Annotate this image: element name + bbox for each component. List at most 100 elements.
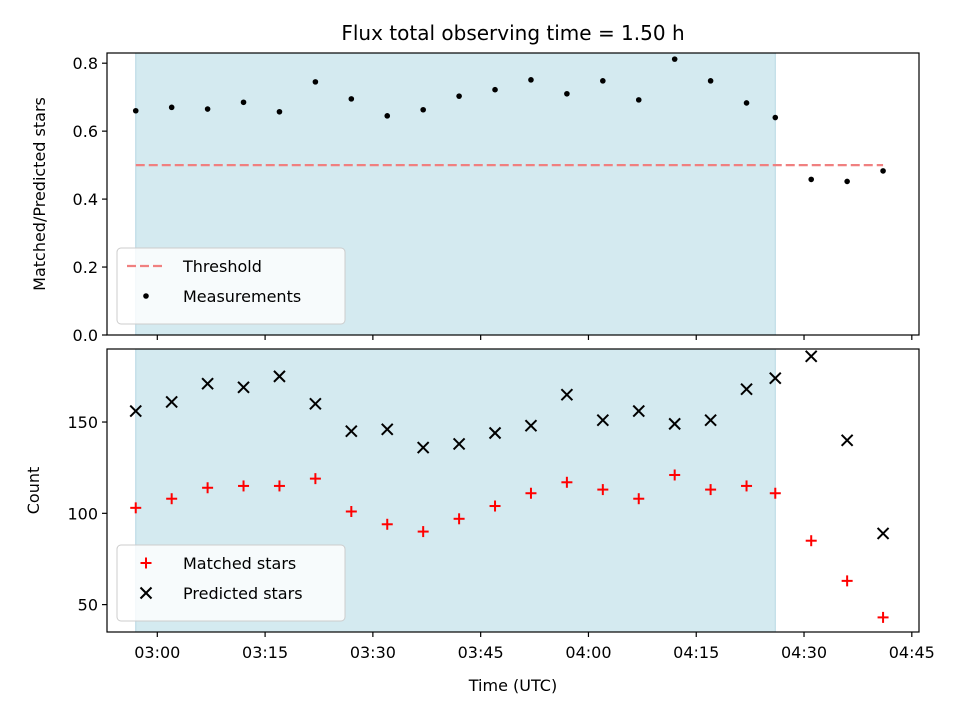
- bottom-series-0-point-12: [561, 476, 573, 488]
- bottom-ytick-label-1: 100: [67, 504, 98, 523]
- bottom-series-1-point-14-b: [632, 404, 645, 418]
- bottom-series-1-point-11: [524, 419, 538, 432]
- bottom-series-1-point-8-b: [416, 441, 430, 454]
- top-legend: Threshold Measurements: [116, 247, 346, 325]
- top-series-0-point-4: [276, 108, 283, 115]
- top-series-0-point-9: [456, 93, 462, 99]
- top-series-0-point-0: [132, 107, 139, 114]
- bottom-series-1-point-9: [452, 437, 466, 451]
- bottom-series-1-point-16: [704, 413, 717, 427]
- bottom-series-1-point-2: [201, 377, 214, 390]
- top-panel: 0.0 0.2 0.4 0.6 0.8 Matched/Predicted stars Th…: [30, 52, 920, 345]
- bottom-series-1-point-4-b: [273, 370, 286, 383]
- top-series-0-point-18: [772, 114, 779, 121]
- bottom-series-1-point-12-b: [560, 388, 574, 401]
- bottom-series-1-point-0: [129, 404, 142, 418]
- top-ytick-label-0: 0.0: [73, 326, 98, 345]
- bottom-series-1-point-17-b: [740, 382, 753, 396]
- bottom-series-1-point-13: [596, 413, 610, 427]
- top-legend-swatch-1: [143, 293, 149, 299]
- bottom-series-0-point-6: [345, 505, 357, 517]
- bottom-series-1-point-17: [740, 382, 753, 396]
- bottom-axes-frame: [106, 348, 920, 633]
- bottom-series-1-point-8: [416, 441, 430, 454]
- bottom-series-0-point-3: [238, 480, 250, 492]
- bottom-series-1-point-4: [273, 370, 286, 383]
- bottom-series-1-point-11-b: [524, 419, 538, 432]
- bottom-series-1-point-18: [769, 372, 782, 385]
- top-series-0-point-12: [564, 90, 570, 97]
- top-series-0-point-10: [492, 86, 498, 93]
- bottom-series-1-point-20: [840, 434, 854, 447]
- bottom-ytick-label-2: 150: [67, 413, 98, 432]
- top-series-0-point-1: [168, 104, 175, 111]
- bottom-series-0-point-9: [453, 513, 465, 525]
- bottom-series-1-point-6-b: [345, 424, 358, 438]
- bottom-series-1-point-6: [345, 424, 358, 438]
- bottom-legend-swatch-0: [140, 557, 152, 569]
- bottom-series-0-point-7: [381, 518, 393, 530]
- bottom-series-1-point-15: [668, 417, 681, 431]
- bottom-series-0-point-11: [525, 487, 537, 499]
- xtick-label-5: 04:15: [673, 643, 719, 662]
- bottom-series-1-point-12: [560, 388, 574, 401]
- bottom-series-0-point-19: [805, 535, 817, 547]
- bottom-series-0-point-4: [273, 480, 285, 492]
- bottom-y-axis-label: Count: [24, 467, 43, 515]
- bottom-legend: Matched stars Predicted stars: [116, 544, 346, 622]
- bottom-series-1-point-13-b: [596, 413, 610, 427]
- top-series-0-point-6: [348, 96, 355, 102]
- bottom-series-1-point-14: [632, 404, 645, 418]
- xtick-label-3: 03:45: [458, 643, 504, 662]
- top-series-0-point-19: [808, 176, 815, 183]
- top-y-axis-label: Matched/Predicted stars: [30, 97, 49, 291]
- bottom-series-1-point-15-b: [668, 417, 681, 431]
- top-series-0-point-16: [707, 78, 714, 84]
- bottom-ytick-label-0: 50: [78, 596, 98, 615]
- bottom-series-1-point-3: [237, 381, 250, 394]
- bottom-legend-label-1: Predicted stars: [183, 584, 303, 603]
- bottom-series-1-point-0-b: [129, 404, 142, 418]
- top-series-0-point-11: [528, 77, 534, 83]
- bottom-series-0-point-18: [769, 487, 781, 499]
- bottom-series-1-point-16-b: [704, 413, 717, 427]
- bottom-legend-swatch-1: [139, 586, 153, 600]
- bottom-series-1-point-1: [165, 395, 178, 409]
- bottom-series-0-point-20: [841, 575, 853, 587]
- bottom-series-0-point-15: [669, 469, 681, 481]
- bottom-panel: 50 100 150 03:00 03:15 03:30 03:45 04:00 04:15 04…: [24, 348, 935, 662]
- top-ytick-label-2: 0.4: [73, 190, 98, 209]
- bottom-series-1-point-7: [381, 423, 394, 436]
- top-legend-label-1: Measurements: [183, 287, 301, 306]
- bottom-series-1-point-21-b: [876, 527, 890, 540]
- bottom-series-1-point-18-b: [769, 372, 782, 385]
- top-series-0-point-7: [384, 113, 391, 119]
- bottom-series-0-point-8: [417, 526, 429, 538]
- bottom-series-1-point-2-b: [201, 377, 214, 390]
- top-legend-label-0: Threshold: [182, 257, 262, 276]
- top-series-0-point-21: [880, 168, 886, 174]
- top-series-0-point-17: [743, 100, 750, 106]
- xtick-label-4: 04:00: [565, 643, 611, 662]
- bottom-series-1-point-10-b: [488, 426, 502, 440]
- top-series-0-point-14: [635, 97, 642, 103]
- bottom-series-1: [129, 350, 890, 540]
- bottom-series-1-point-5-b: [309, 397, 322, 410]
- bottom-series-1-point-10: [488, 426, 502, 440]
- bottom-series-1-point-20-b: [840, 434, 854, 447]
- top-ytick-label-3: 0.6: [73, 122, 98, 141]
- bottom-series-0-point-13: [597, 484, 609, 496]
- bottom-series-0-point-10: [489, 500, 501, 512]
- xtick-label-6: 04:30: [781, 643, 827, 662]
- top-legend-box: [116, 247, 346, 325]
- bottom-series-1-point-1-b: [165, 395, 178, 409]
- bottom-series-1-point-7-b: [381, 423, 394, 436]
- bottom-series-0-point-1: [166, 493, 178, 505]
- bottom-series-1-point-9-b: [452, 437, 466, 451]
- bottom-series-0-point-2: [202, 482, 214, 494]
- top-ytick-label-4: 0.8: [73, 54, 98, 73]
- bottom-series-0-point-14: [633, 493, 645, 505]
- top-series-0-point-8: [420, 106, 426, 113]
- xtick-label-7: 04:45: [889, 643, 935, 662]
